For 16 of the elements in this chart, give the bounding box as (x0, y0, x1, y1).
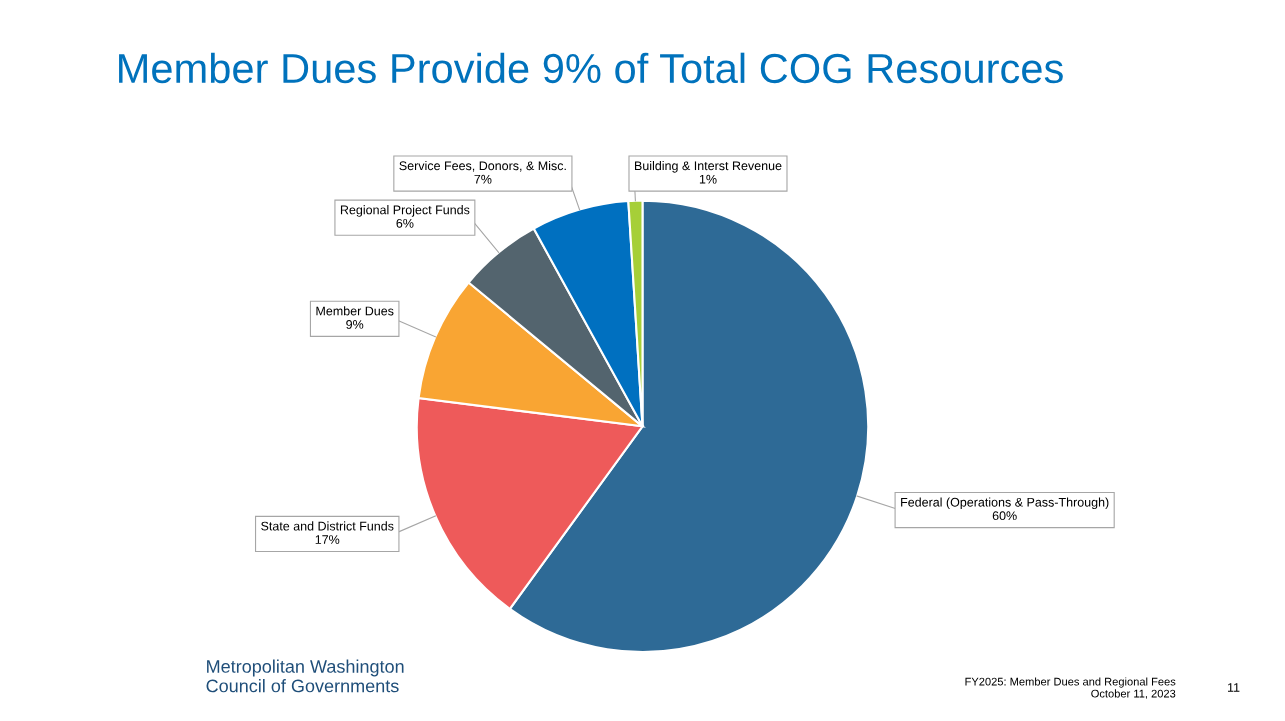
chart-title: Member Dues Provide 9% of Total COG Resources (119, 52, 1063, 84)
data-label: 6% (396, 218, 414, 228)
text: 11 (1228, 683, 1240, 692)
slice-label: Regional Project Funds (340, 205, 470, 217)
slice-label: Service Fees, Donors, & Misc. (399, 160, 566, 172)
slice-label: Member Dues (316, 306, 394, 316)
data-label: 17% (315, 535, 340, 544)
data-label: 60% (992, 511, 1017, 521)
data-label: 7% (474, 174, 492, 184)
data-label: 9% (346, 320, 364, 329)
slice-label: Federal (Operations & Pass-Through) (901, 497, 1109, 510)
slice-label: Building & Interst Revenue (635, 160, 782, 173)
slice-label: State and District Funds (261, 521, 394, 531)
text: FY2025: Member Dues and Regional Fees October 11, 2023 (965, 677, 1176, 699)
text: Metropolitan Washington Council of Governments (206, 659, 404, 693)
data-label: 1% (699, 174, 717, 184)
